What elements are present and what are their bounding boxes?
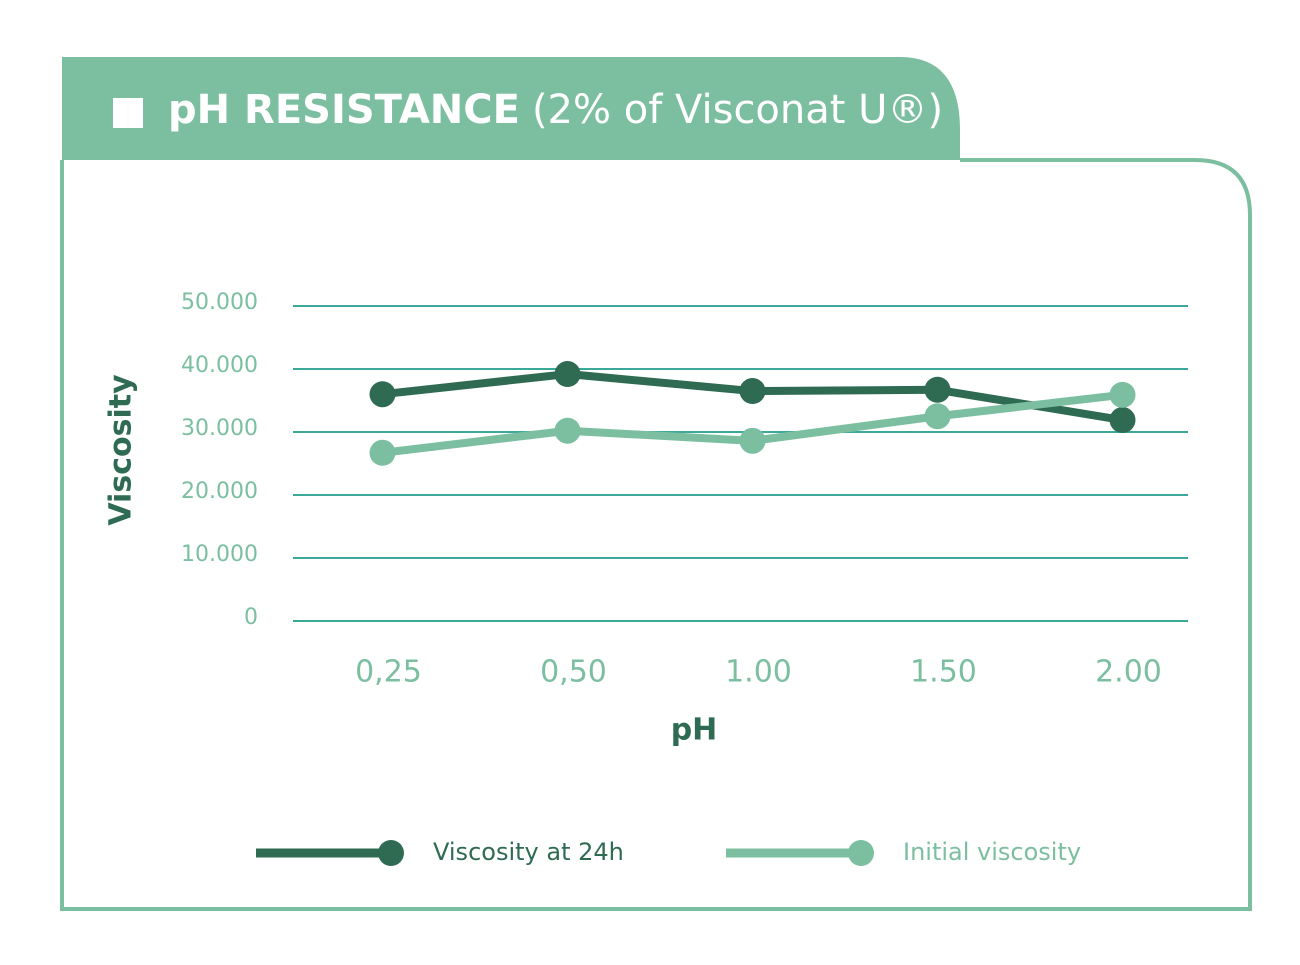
point	[924, 403, 951, 430]
legend-marker	[848, 840, 874, 866]
point	[1109, 407, 1136, 434]
y-tick-label: 10.000	[181, 542, 258, 567]
frame	[60, 158, 1252, 911]
chart-title-group: pH RESISTANCE (2% of Visconat U®)	[168, 87, 943, 133]
point	[554, 417, 581, 444]
y-axis-title: Viscosity	[104, 374, 139, 526]
point	[369, 381, 396, 408]
chart-subtitle: (2% of Visconat U®)	[532, 87, 943, 133]
point	[924, 376, 951, 403]
x-tick-label: 1.00	[725, 655, 792, 690]
point	[554, 361, 581, 388]
x-tick-label: 1.50	[910, 655, 977, 690]
chart-title: pH RESISTANCE	[168, 87, 520, 133]
y-tick-label: 0	[244, 605, 258, 630]
y-tick-label: 40.000	[181, 353, 258, 378]
x-tick-label: 0,50	[540, 655, 607, 690]
header-tab	[62, 57, 960, 160]
legend-marker	[378, 840, 404, 866]
x-tick-label: 2.00	[1095, 655, 1162, 690]
y-tick-label: 20.000	[181, 479, 258, 504]
point	[369, 439, 396, 466]
y-tick-label: 30.000	[181, 416, 258, 441]
point	[1109, 381, 1136, 408]
legend-label: Initial viscosity	[903, 838, 1081, 866]
legend-label: Viscosity at 24h	[433, 838, 624, 866]
y-tick-label: 50.000	[181, 290, 258, 315]
x-tick-label: 0,25	[355, 655, 422, 690]
title-square	[113, 98, 143, 128]
point	[739, 378, 766, 405]
x-axis-title: pH	[671, 713, 718, 748]
point	[739, 427, 766, 454]
